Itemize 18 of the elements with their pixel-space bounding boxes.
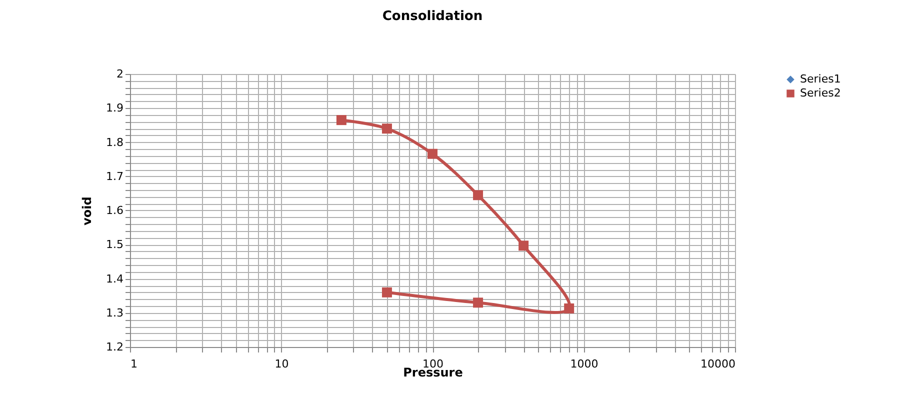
y-tick-label: 1.6	[106, 204, 124, 217]
y-tick-label: 1.3	[106, 306, 124, 320]
legend-label: Series2	[800, 86, 841, 100]
y-tick-label: 1.5	[106, 238, 124, 252]
x-tick-label: 10	[274, 358, 289, 370]
y-tick-label: 1.2	[106, 340, 124, 354]
y-tick-label: 1.8	[106, 136, 124, 149]
y-axis-title: void	[80, 196, 94, 226]
y-tick-label: 1.4	[106, 272, 124, 286]
x-tick-label: 100	[422, 358, 444, 370]
x-tick-label: 1000	[570, 358, 598, 370]
x-tick-label: 10000	[700, 358, 736, 370]
x-tick-label: 1	[130, 358, 138, 370]
y-tick-label: 1.7	[106, 170, 124, 183]
legend-label: Series1	[800, 72, 841, 86]
y-tick-label: 1.9	[106, 102, 124, 115]
chart-title: Consolidation	[382, 9, 483, 24]
y-tick-label: 2	[116, 68, 124, 80]
